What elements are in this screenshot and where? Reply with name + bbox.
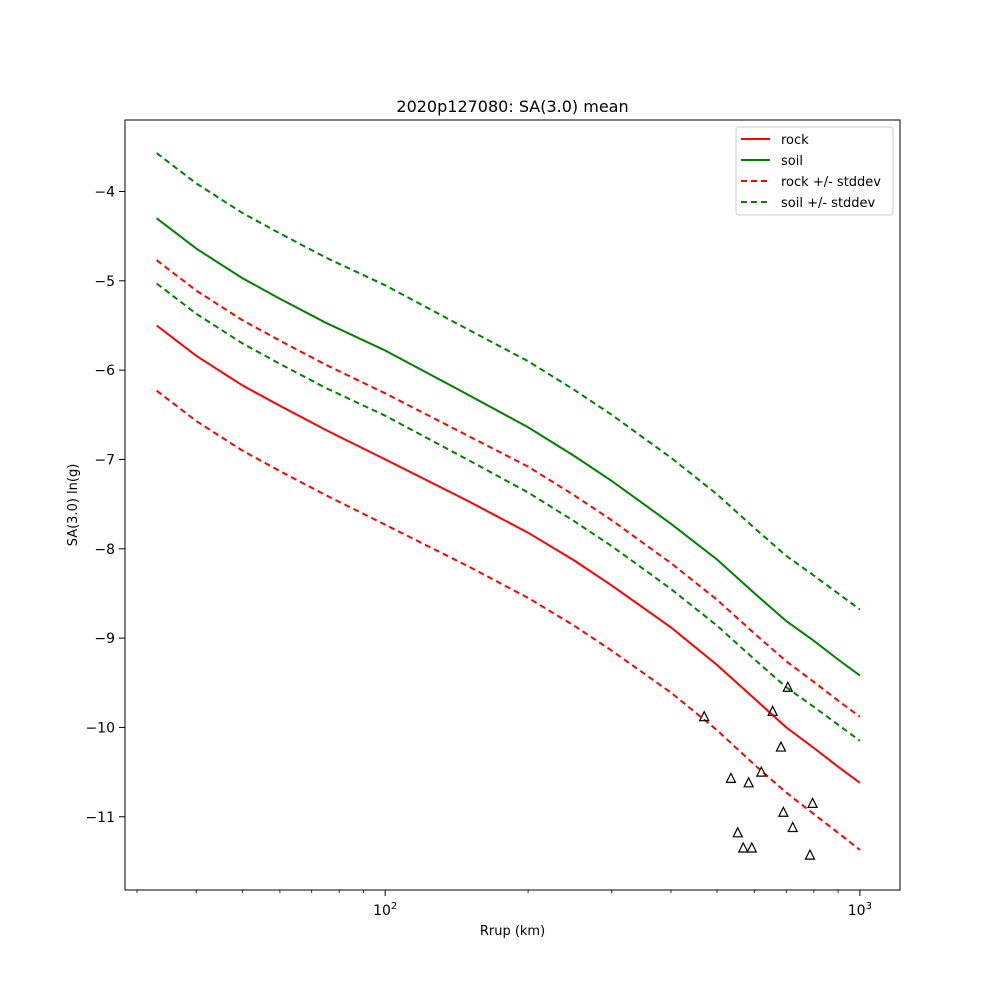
observation-marker (743, 776, 755, 788)
series-line-6 (156, 282, 861, 742)
legend-label: rock (781, 133, 809, 148)
series-line-2 (156, 217, 861, 677)
observation-marker (767, 705, 779, 716)
y-tick-label: −4 (94, 184, 115, 200)
plot-frame (124, 119, 901, 891)
series-layer (156, 152, 861, 851)
y-tick-label: −11 (85, 810, 115, 826)
x-axis-label: Rrup (km) (480, 924, 545, 939)
legend-label: soil +/- stddev (781, 196, 876, 211)
y-tick-label: −9 (94, 631, 115, 647)
observation-marker (732, 826, 744, 838)
legend-label: soil (781, 154, 803, 169)
observation-marker (737, 841, 749, 853)
legend-label: rock +/- stddev (781, 175, 881, 190)
observation-marker (775, 740, 787, 752)
y-axis-label: SA(3.0) ln(g) (66, 464, 81, 547)
y-tick-label: −8 (94, 542, 115, 558)
series-line-5 (156, 152, 861, 611)
observation-markers (698, 680, 819, 860)
y-axis: −4 −5 −6 −7 −8 −9 −10 −11 (85, 184, 125, 826)
observation-marker (725, 771, 737, 783)
chart-title: 2020p127080: SA(3.0) mean (396, 97, 628, 116)
observation-marker (777, 805, 789, 817)
legend-box (735, 126, 894, 216)
legend: rock soil rock +/- stddev soil +/- stddev (735, 126, 894, 216)
observation-marker (746, 841, 758, 853)
series-line-4 (156, 389, 861, 851)
plot-background (125, 120, 900, 890)
observation-marker (755, 765, 767, 777)
y-tick-label: −10 (85, 720, 115, 736)
series-line-3 (156, 259, 861, 718)
plot-area (124, 119, 901, 891)
observation-marker (787, 821, 799, 833)
observation-marker (807, 797, 819, 808)
observation-marker (698, 710, 710, 722)
y-tick-label: −7 (94, 452, 115, 468)
y-tick-label: −5 (94, 274, 115, 290)
observation-marker (782, 680, 794, 692)
y-tick-label: −6 (94, 363, 115, 379)
observation-marker (804, 848, 816, 860)
series-line-1 (156, 324, 861, 784)
